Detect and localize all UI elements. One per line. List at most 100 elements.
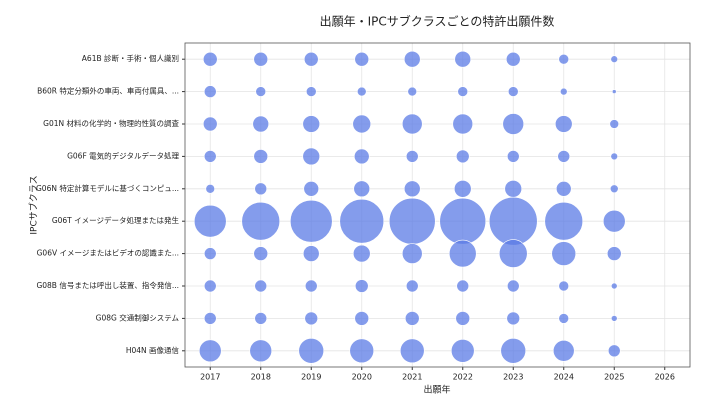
bubble	[353, 148, 370, 165]
bubble	[349, 338, 375, 364]
chart-title: 出願年・IPCサブクラスごとの特許出願件数	[320, 14, 555, 29]
bubble	[404, 311, 420, 326]
bubble	[403, 180, 421, 198]
bubble	[403, 50, 421, 68]
bubble	[289, 199, 333, 243]
bubble	[198, 339, 222, 363]
bubble	[254, 312, 268, 325]
bubble	[203, 150, 217, 163]
bubble	[544, 201, 584, 241]
bubble	[554, 115, 573, 133]
x-tick-label: 2025	[604, 373, 624, 382]
bubble	[203, 279, 217, 293]
bubble	[558, 280, 570, 292]
y-tick-label: A61B 診断・手術・個人識別	[82, 53, 179, 63]
bubble	[502, 113, 525, 135]
x-tick-label: 2023	[503, 373, 523, 382]
plot-frame	[184, 42, 691, 368]
bubble	[202, 116, 218, 132]
bubble	[455, 149, 470, 164]
bubble	[454, 50, 472, 68]
bubble	[450, 339, 475, 363]
bubble	[304, 279, 318, 293]
bubble	[203, 85, 217, 98]
bubble	[304, 311, 319, 326]
y-tick-label: G08G 交通制御システム	[96, 312, 179, 322]
bubble	[339, 198, 385, 244]
y-tick-label: G06V イメージまたはビデオの認識また...	[37, 248, 179, 258]
bubble	[611, 89, 617, 94]
y-tick-label: H04N 画像通信	[126, 345, 180, 355]
bubble	[552, 340, 575, 362]
y-axis-label: IPCサブクラス	[28, 175, 40, 234]
bubble	[609, 119, 620, 129]
bubble	[302, 245, 320, 262]
bubble	[305, 86, 317, 97]
bubble	[498, 239, 528, 268]
bubble	[488, 196, 538, 246]
bubble	[302, 147, 321, 166]
bubble	[453, 180, 472, 198]
x-tick-label: 2024	[554, 373, 574, 382]
bubble	[253, 51, 269, 67]
y-tick-label: B60R 特定分類外の車両、車両付属具、...	[37, 86, 179, 96]
bubble	[352, 244, 371, 263]
bubble	[500, 338, 527, 364]
x-tick-label: 2019	[301, 373, 321, 382]
bubble	[241, 201, 281, 241]
bubble	[401, 243, 423, 264]
x-tick-label: 2017	[200, 373, 220, 382]
bubble	[610, 55, 619, 63]
bubble	[203, 247, 217, 260]
bubble	[193, 204, 227, 238]
bubble	[607, 344, 621, 358]
bubble	[606, 246, 622, 261]
bubble	[602, 209, 626, 233]
bubble	[452, 113, 474, 135]
bubble	[555, 181, 572, 197]
x-tick-label: 2018	[251, 373, 271, 382]
bubble	[504, 180, 523, 198]
bubble	[610, 315, 618, 322]
bubble	[399, 338, 425, 364]
bubble	[557, 150, 571, 163]
y-tick-label: G08B 信号または呼出し装置、指令発信...	[36, 280, 179, 290]
bubble	[455, 311, 471, 326]
bubble	[401, 113, 423, 135]
x-tick-label: 2026	[655, 373, 675, 382]
bubble	[405, 279, 419, 293]
bubble	[610, 152, 619, 161]
y-tick-label: G06N 特定計算モデルに基づくコンピュ...	[36, 183, 179, 193]
bubble	[551, 241, 577, 266]
y-tick-label: G01N 材料の化学的・物理的性質の調査	[43, 118, 179, 128]
y-tick-label: G06T イメージデータ処理または発生	[52, 215, 180, 225]
bubble	[298, 338, 325, 364]
bubble	[202, 51, 218, 67]
bubble	[252, 115, 270, 133]
x-tick-label: 2021	[402, 373, 422, 382]
bubble	[558, 53, 570, 65]
bubble	[203, 312, 217, 325]
bubble	[354, 51, 370, 67]
bubble	[253, 149, 269, 164]
bubble	[610, 282, 618, 290]
bubble	[457, 86, 469, 97]
bubble	[253, 246, 269, 261]
bubble	[303, 51, 319, 67]
bubble	[507, 86, 519, 97]
x-tick-label: 2022	[453, 373, 473, 382]
bubble	[356, 86, 367, 97]
bubble	[352, 114, 372, 134]
bubble	[558, 313, 570, 324]
bubble	[448, 239, 477, 268]
bubble	[505, 51, 521, 67]
bubble	[388, 197, 436, 245]
bubble	[439, 197, 487, 245]
bubble	[302, 115, 321, 133]
bubble	[609, 184, 619, 194]
bubble	[506, 311, 521, 326]
bubble	[407, 86, 418, 97]
bubble	[354, 279, 369, 293]
bubble	[255, 86, 267, 97]
